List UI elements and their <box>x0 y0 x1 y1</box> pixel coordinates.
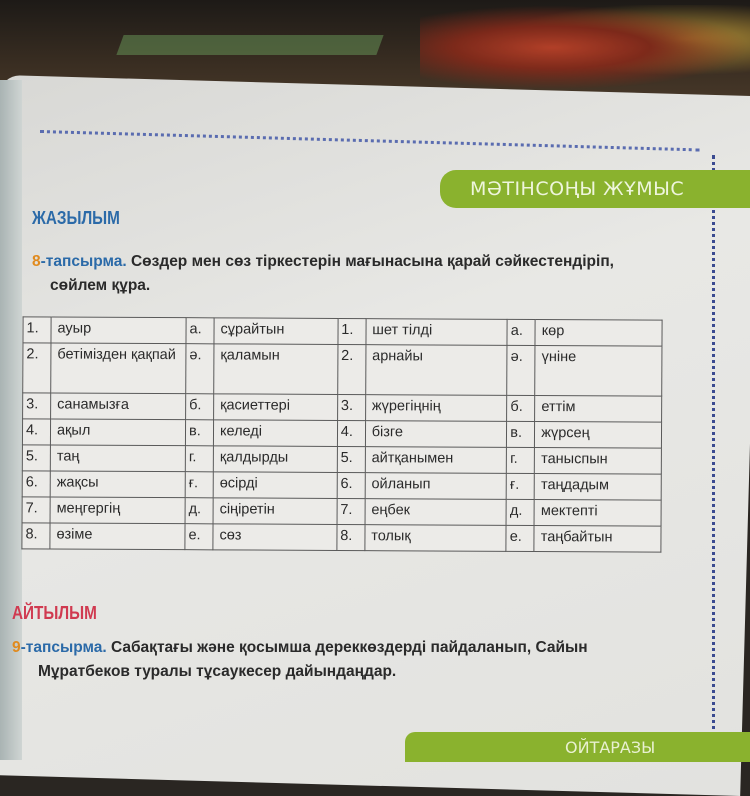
background-object <box>116 35 384 55</box>
item-marker: 1. <box>22 316 52 343</box>
item-word: өсірді <box>213 471 338 499</box>
item-word: арнайы <box>365 344 508 396</box>
item-marker: 2. <box>337 344 366 395</box>
task-text: Сөздер мен сөз тіркестерін мағынасына қа… <box>130 253 614 270</box>
dotted-border-vertical <box>712 155 715 755</box>
item-word: таңбайтын <box>534 525 662 553</box>
task-text-cont: сөйлем құра. <box>50 277 151 294</box>
table-row: 4. ақыл в. келеді 4. бізге в. жүрсең <box>22 418 662 449</box>
dragon-picture <box>420 5 750 90</box>
item-word: бетімізден қақпай <box>50 342 186 394</box>
item-marker: д. <box>185 497 214 524</box>
item-word: келеді <box>213 419 338 447</box>
item-marker: г. <box>185 445 214 472</box>
item-marker: 5. <box>337 446 366 473</box>
section-heading-writing: ЖАЗЫЛЫМ <box>32 208 120 228</box>
page-spine <box>0 80 22 760</box>
item-word: үніне <box>534 345 662 397</box>
task-8: 8-тапсырма. Сөздер мен сөз тіркестерін м… <box>32 250 614 298</box>
item-word: сіңіретін <box>213 497 337 525</box>
task-number: 9 <box>12 639 21 656</box>
item-word: санамызға <box>50 392 186 420</box>
item-marker: ә. <box>506 345 536 396</box>
table-row: 3. санамызға б. қасиеттері 3. жүрегіңнің б. етт… <box>22 392 662 423</box>
item-word: жүрсең <box>534 421 662 449</box>
item-word: ауыр <box>50 316 187 344</box>
section-banner: МӘТІНСОҢЫ ЖҰМЫС <box>440 170 750 208</box>
matching-table: 1. ауыр а. сұрайтын 1. шет тілді а. көр 2. бетімі… <box>21 316 663 553</box>
item-marker: в. <box>506 421 535 448</box>
item-marker: 4. <box>337 420 366 447</box>
item-marker: 6. <box>22 470 51 497</box>
item-marker: 8. <box>21 522 51 549</box>
task-label: -тапсырма. <box>20 639 107 656</box>
item-marker: е. <box>506 525 535 552</box>
item-word: шет тілді <box>365 318 508 346</box>
item-word: толық <box>364 524 507 552</box>
table-row: 6. жақсы ғ. өсірді 6. ойланып ғ. таңдадым <box>22 470 662 501</box>
item-marker: в. <box>185 419 214 446</box>
task-9: 9-тапсырма. Сабақтағы және қосымша дерек… <box>12 636 588 684</box>
item-marker: ә. <box>185 343 214 394</box>
item-marker: ғ. <box>185 471 214 498</box>
item-marker: 3. <box>337 394 366 421</box>
item-marker: 7. <box>22 496 51 523</box>
item-marker: г. <box>506 447 535 474</box>
item-word: қалдырды <box>213 445 338 473</box>
item-marker: 2. <box>22 342 51 393</box>
item-marker: ғ. <box>506 473 535 500</box>
item-word: жүрегіңнің <box>365 394 507 422</box>
task-text-cont: Мұратбеков туралы тұсаукесер дайындаңдар… <box>38 663 397 680</box>
item-marker: б. <box>185 393 214 420</box>
table-row: 2. бетімізден қақпай ә. қаламын 2. арнайы ә. үн… <box>22 342 662 397</box>
item-word: таң <box>50 444 186 472</box>
item-word: меңгергің <box>50 496 186 524</box>
item-marker: 1. <box>337 318 366 345</box>
item-word: таныспын <box>534 447 662 475</box>
item-marker: 8. <box>336 524 365 551</box>
item-marker: а. <box>185 317 215 344</box>
table-row: 8. өзіме е. сөз 8. толық е. таңбайтын <box>21 522 662 553</box>
task-label: -тапсырма. <box>40 253 127 270</box>
item-marker: д. <box>506 499 535 526</box>
item-word: ойланып <box>364 472 507 500</box>
item-marker: 4. <box>22 418 51 445</box>
item-word: көр <box>535 319 663 347</box>
item-marker: б. <box>506 395 535 422</box>
item-word: қасиеттері <box>213 393 338 421</box>
bottom-tab: ОЙТАРАЗЫ <box>405 732 750 762</box>
section-heading-speaking: АЙТЫЛЫМ <box>12 603 97 623</box>
item-word: таңдадым <box>534 473 662 501</box>
item-word: айтқанымен <box>365 446 507 474</box>
task-number: 8 <box>32 253 41 270</box>
item-word: еңбек <box>364 498 507 526</box>
item-word: жақсы <box>50 470 186 498</box>
item-marker: е. <box>184 523 214 550</box>
item-word: сұрайтын <box>213 317 338 345</box>
item-word: бізге <box>365 420 507 448</box>
item-marker: 3. <box>22 392 51 419</box>
item-word: мектепті <box>534 499 662 527</box>
task-text: Сабақтағы және қосымша дереккөздерді пай… <box>110 639 588 656</box>
item-word: еттім <box>534 395 662 423</box>
item-marker: а. <box>507 319 536 346</box>
item-word: қаламын <box>213 343 338 395</box>
table-row: 1. ауыр а. сұрайтын 1. шет тілді а. көр <box>22 316 663 347</box>
item-word: өзіме <box>49 522 186 550</box>
item-marker: 7. <box>336 498 365 525</box>
item-marker: 5. <box>22 444 51 471</box>
item-word: ақыл <box>50 418 186 446</box>
item-marker: 6. <box>336 472 366 499</box>
item-word: сөз <box>212 523 337 551</box>
table-row: 7. меңгергің д. сіңіретін 7. еңбек д. мектепті <box>22 496 662 527</box>
table-row: 5. таң г. қалдырды 5. айтқанымен г. таныспын <box>22 444 662 475</box>
